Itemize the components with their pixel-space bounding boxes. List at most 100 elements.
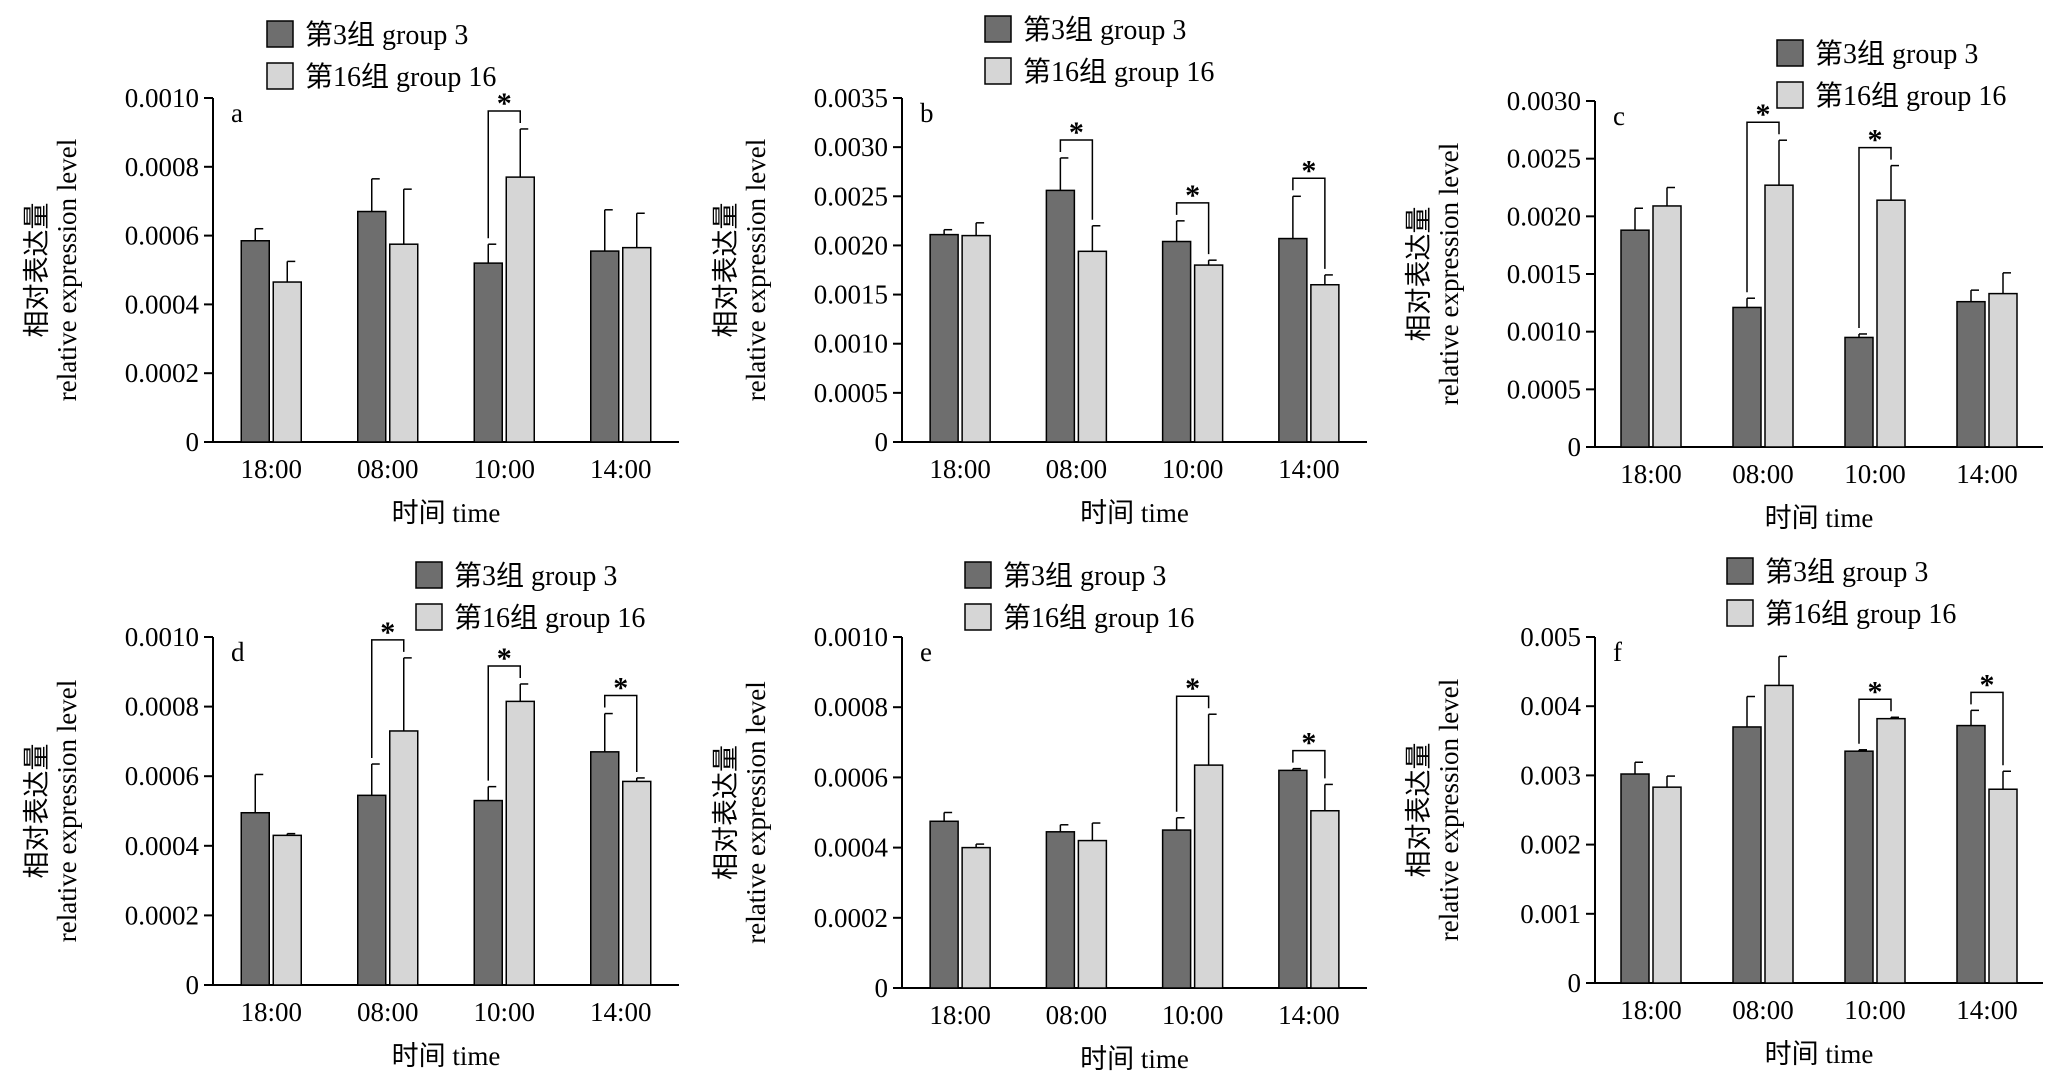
x-category-label: 14:00: [1278, 1000, 1340, 1030]
significance-bracket: [1292, 177, 1326, 269]
x-category-label: 14:00: [590, 997, 652, 1027]
x-category-label: 10:00: [1162, 454, 1224, 484]
legend-label: 第3组 group 3: [305, 19, 468, 51]
bar-group3: [1278, 237, 1308, 443]
bar-group3: [1844, 336, 1874, 448]
x-category-label: 18:00: [1620, 459, 1682, 489]
bar-group3: [1732, 306, 1762, 448]
bar-group16: [272, 834, 302, 986]
y-tick-label: 0.0005: [814, 378, 888, 408]
panel-letter: d: [231, 637, 245, 667]
x-category-label: 10:00: [1162, 1000, 1224, 1030]
x-category-label: 14:00: [1956, 995, 2018, 1025]
legend-swatch: [415, 561, 443, 589]
legend-swatch: [1726, 599, 1754, 627]
legend-swatch: [266, 20, 294, 48]
legend-swatch: [964, 603, 992, 631]
y-tick-label: 0.0030: [1507, 86, 1581, 116]
bar-group3: [590, 751, 620, 986]
y-tick-label: 0.0020: [1507, 201, 1581, 231]
legend-label: 第3组 group 3: [1765, 556, 1928, 588]
legend-label: 第16组 group 16: [1765, 598, 1956, 630]
y-tick-label: 0.0006: [125, 761, 199, 791]
x-category-label: 14:00: [1956, 459, 2018, 489]
y-axis-title-en: relative expression level: [741, 681, 771, 943]
legend-swatch: [984, 15, 1012, 43]
panel-letter: e: [920, 637, 932, 667]
significance-bracket: [1175, 202, 1210, 255]
x-axis-title: 时间 time: [1765, 503, 1874, 533]
y-tick-label: 0.005: [1520, 622, 1581, 652]
x-category-label: 18:00: [240, 454, 302, 484]
x-axis-title: 时间 time: [392, 498, 501, 528]
bar-group3: [357, 210, 387, 443]
bar-group16: [1310, 283, 1340, 443]
x-category-label: 18:00: [929, 454, 991, 484]
legend-swatch: [984, 57, 1012, 85]
y-tick-label: 0: [875, 427, 889, 457]
bar-group16: [1652, 205, 1682, 448]
significance-star: *: [1756, 98, 1771, 131]
y-tick-label: 0.002: [1520, 830, 1581, 860]
bar-group16: [1077, 250, 1108, 443]
x-axis-title: 时间 time: [1765, 1039, 1874, 1069]
bar-group3: [357, 794, 387, 986]
y-tick-label: 0.0002: [125, 358, 199, 388]
significance-star: *: [1868, 124, 1883, 157]
legend-label: 第16组 group 16: [454, 602, 645, 634]
panel-letter: f: [1613, 637, 1622, 667]
bar-group16: [1876, 199, 1906, 448]
x-category-label: 10:00: [473, 454, 535, 484]
bar-group3: [1620, 229, 1650, 448]
y-tick-label: 0: [186, 970, 200, 1000]
legend-swatch: [1726, 557, 1754, 585]
panel-letter: c: [1613, 101, 1625, 131]
bar-group16: [1077, 839, 1108, 989]
significance-star: *: [1301, 727, 1316, 760]
significance-star: *: [380, 616, 395, 649]
bar-group16: [389, 243, 419, 443]
x-category-label: 10:00: [1844, 459, 1906, 489]
x-category-label: 08:00: [1046, 1000, 1108, 1030]
significance-star: *: [1980, 668, 1995, 701]
bar-group16: [1193, 764, 1224, 989]
y-axis-title-cn: 相对表达量: [22, 203, 52, 338]
y-tick-label: 0.0005: [1507, 374, 1581, 404]
y-tick-label: 0.0015: [814, 280, 888, 310]
significance-bracket: [1059, 139, 1094, 220]
chart-panel-b: 0 0.0005 0.0010 0.0015 0.0020 0.0025 0.0030 0.0…: [711, 14, 1367, 528]
bar-group3: [473, 799, 503, 986]
significance-bracket: [1970, 691, 2004, 766]
y-axis-title-en: relative expression level: [52, 139, 82, 401]
y-tick-label: 0.0010: [1507, 317, 1581, 347]
y-tick-label: 0.0008: [125, 152, 199, 182]
x-category-label: 08:00: [1046, 454, 1108, 484]
y-axis-title-cn: 相对表达量: [1404, 743, 1434, 878]
y-tick-label: 0.0010: [814, 329, 888, 359]
legend-label: 第16组 group 16: [305, 61, 496, 93]
significance-star: *: [1185, 672, 1200, 705]
y-axis-title-en: relative expression level: [52, 680, 82, 942]
y-tick-label: 0: [1568, 968, 1582, 998]
legend-label: 第16组 group 16: [1003, 602, 1194, 634]
legend-label: 第3组 group 3: [454, 560, 617, 592]
significance-bracket: [1746, 121, 1780, 293]
significance-bracket: [1858, 698, 1892, 744]
bar-group3: [240, 811, 270, 986]
legend-swatch: [266, 62, 294, 90]
y-tick-label: 0.004: [1520, 691, 1581, 721]
y-tick-label: 0.0030: [814, 132, 888, 162]
significance-bracket: [1858, 146, 1892, 328]
chart-panel-c: 0 0.0005 0.0010 0.0015 0.0020 0.0025 0.0030 c 18…: [1404, 38, 2043, 533]
significance-star: *: [613, 672, 628, 705]
significance-bracket: [604, 694, 638, 772]
y-tick-label: 0.0015: [1507, 259, 1581, 289]
x-axis-title: 时间 time: [392, 1041, 501, 1071]
bar-group16: [1988, 292, 2018, 448]
significance-star: *: [1185, 179, 1200, 212]
y-axis-title-en: relative expression level: [741, 139, 771, 401]
x-category-label: 10:00: [473, 997, 535, 1027]
bar-group3: [929, 233, 959, 443]
y-axis-title-cn: 相对表达量: [711, 203, 741, 338]
